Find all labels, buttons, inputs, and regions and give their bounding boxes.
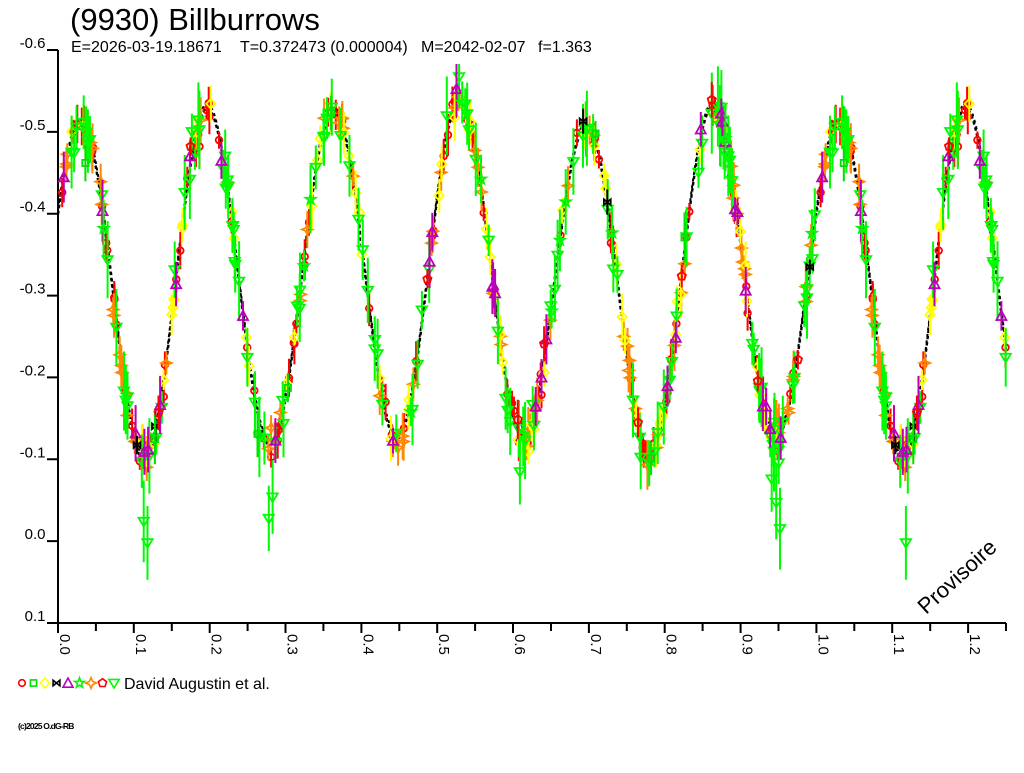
svg-text:T=0.372473 (0.000004): T=0.372473 (0.000004)	[240, 39, 408, 56]
svg-text:1.2: 1.2	[966, 634, 983, 655]
svg-text:-0.3: -0.3	[20, 281, 46, 298]
svg-text:0.1: 0.1	[132, 634, 149, 655]
svg-text:E=2026-03-19.18671: E=2026-03-19.18671	[71, 39, 222, 56]
svg-text:0.0: 0.0	[25, 526, 46, 543]
svg-text:0.5: 0.5	[435, 634, 452, 655]
svg-text:0.8: 0.8	[663, 634, 680, 655]
svg-text:(9930) Billburrows: (9930) Billburrows	[70, 2, 320, 37]
svg-text:(c)2025 O.dG-RB: (c)2025 O.dG-RB	[18, 721, 74, 731]
svg-text:1.0: 1.0	[814, 634, 831, 655]
svg-text:-0.4: -0.4	[20, 199, 46, 216]
svg-text:0.7: 0.7	[587, 634, 604, 655]
svg-text:0.6: 0.6	[511, 634, 528, 655]
svg-text:-0.6: -0.6	[20, 35, 46, 52]
svg-text:M=2042-02-07: M=2042-02-07	[421, 39, 526, 56]
svg-text:-0.1: -0.1	[20, 444, 46, 461]
svg-text:f=1.363: f=1.363	[538, 39, 592, 56]
svg-text:-0.5: -0.5	[20, 117, 46, 134]
svg-text:0.3: 0.3	[284, 634, 301, 655]
svg-text:0.1: 0.1	[25, 608, 46, 625]
svg-text:0.2: 0.2	[208, 634, 225, 655]
svg-text:-0.2: -0.2	[20, 362, 46, 379]
svg-text:0.4: 0.4	[359, 634, 376, 655]
svg-text:1.1: 1.1	[890, 634, 907, 655]
svg-text:0.9: 0.9	[739, 634, 756, 655]
svg-text:0.0: 0.0	[56, 634, 73, 655]
svg-text:David Augustin et al.: David Augustin et al.	[124, 676, 270, 693]
